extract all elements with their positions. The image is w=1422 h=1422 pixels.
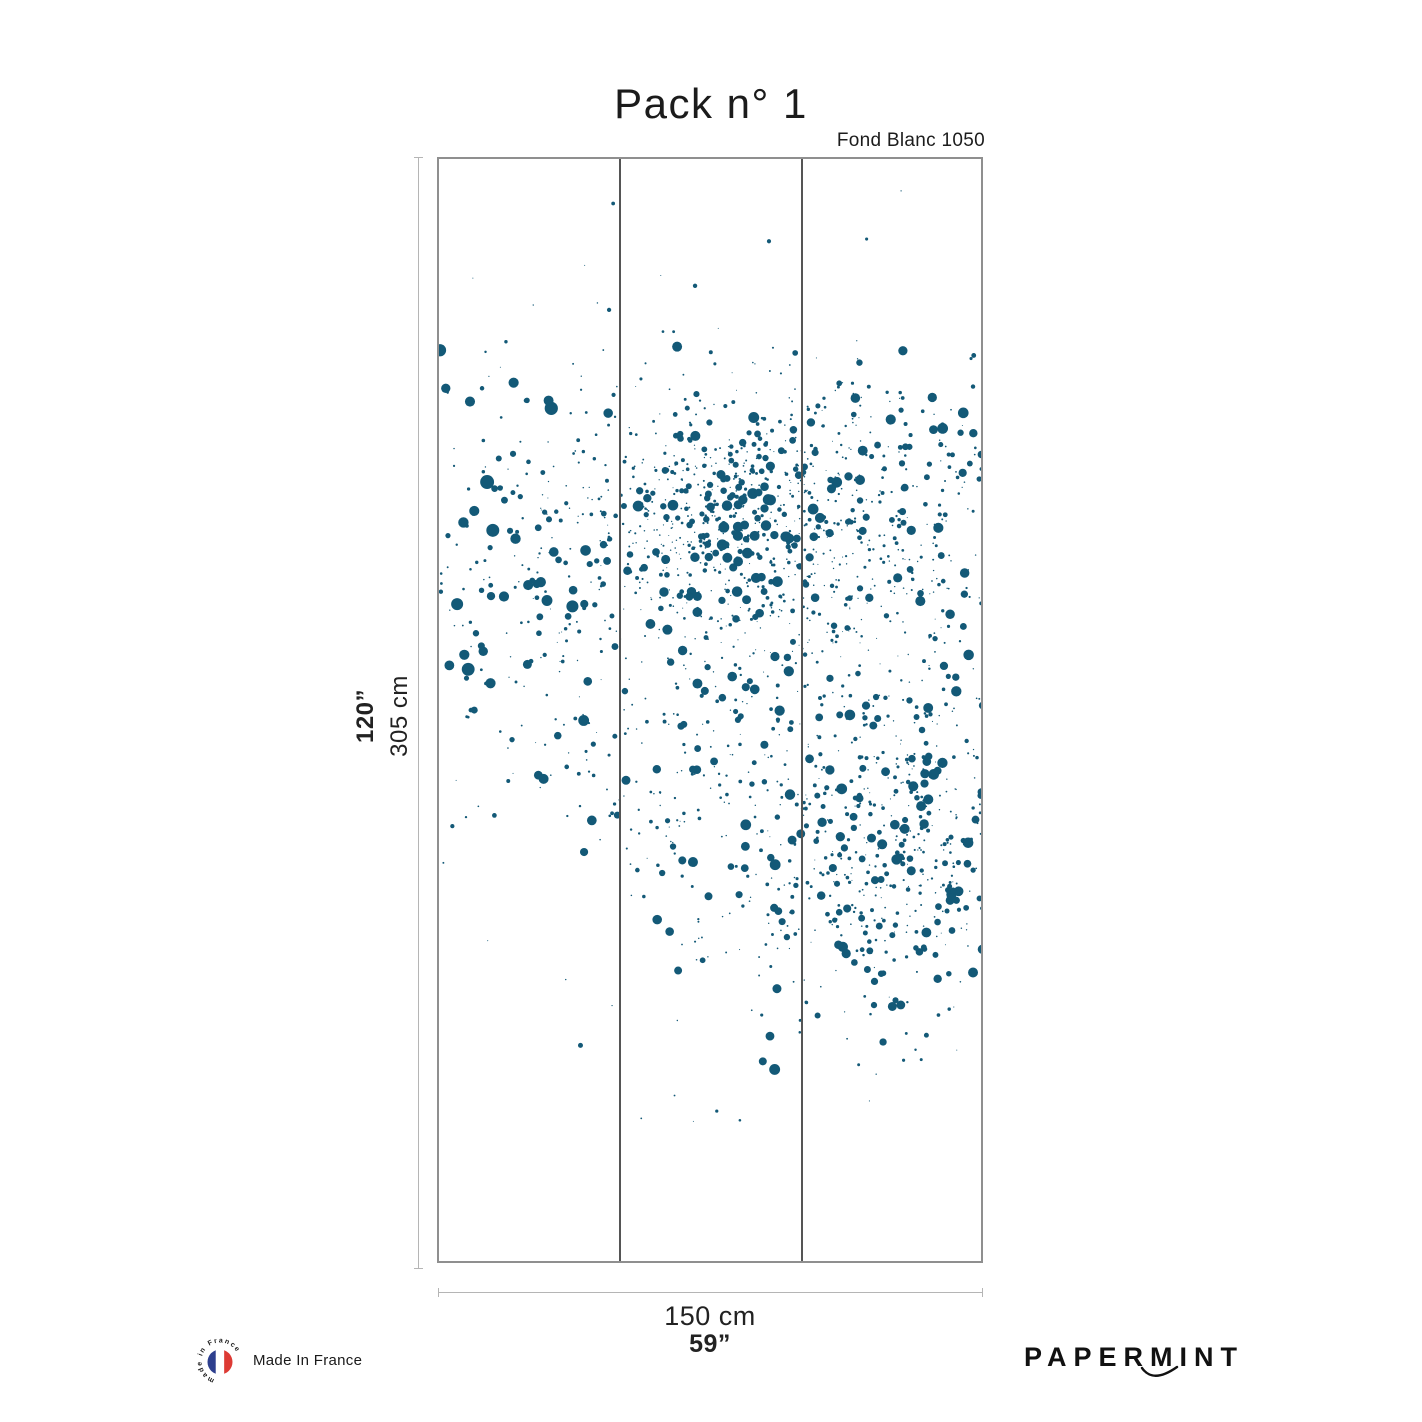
brand-logo-swash-icon — [1140, 1365, 1179, 1377]
width-label-cm: 150 cm — [664, 1301, 756, 1331]
strip-divider-1 — [619, 159, 621, 1261]
page-title: Pack n° 1 — [614, 80, 808, 127]
brand-logo: PAPERMINT — [1024, 1342, 1245, 1377]
height-label-cm: 305 cm — [386, 675, 413, 757]
wallpaper-panel — [437, 157, 983, 1263]
made-in-france-badge-icon: made in France — [196, 1338, 240, 1384]
splatter-svg — [439, 190, 981, 1122]
width-dimension-line — [438, 1292, 983, 1293]
height-dimension-cap-top — [414, 157, 423, 158]
height-dimension-cap-bottom — [414, 1268, 423, 1269]
width-label-inches: 59” — [689, 1330, 731, 1358]
height-label-inches: 120” — [352, 688, 379, 744]
french-flag-icon — [207, 1349, 233, 1375]
made-in-france-label: Made In France — [253, 1352, 363, 1369]
width-dimension-cap-right — [982, 1288, 983, 1297]
width-dimension-cap-left — [438, 1288, 439, 1297]
variant-label: Fond Blanc 1050 — [836, 130, 985, 151]
height-dimension-line — [418, 157, 419, 1269]
brand-logo-text: PAPERMINT — [1024, 1342, 1245, 1372]
strip-divider-2 — [801, 159, 803, 1261]
